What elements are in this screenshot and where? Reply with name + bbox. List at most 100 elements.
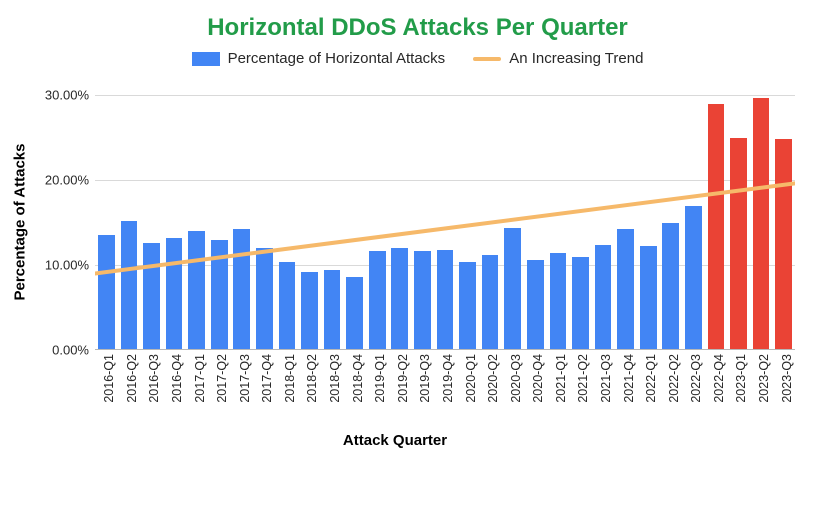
bar-slot: 2017-Q1 [185, 95, 208, 350]
bar [504, 228, 521, 350]
y-tick-label: 0.00% [52, 343, 95, 358]
bar-slot: 2016-Q1 [95, 95, 118, 350]
bar [482, 255, 499, 350]
bar [256, 248, 273, 350]
bar-slot: 2018-Q1 [276, 95, 299, 350]
x-tick-label: 2022-Q4 [706, 350, 726, 403]
bar-slot: 2018-Q3 [321, 95, 344, 350]
x-tick-label: 2021-Q1 [548, 350, 568, 403]
x-tick-label: 2020-Q3 [503, 350, 523, 403]
bar-slot: 2021-Q1 [547, 95, 570, 350]
bar [640, 246, 657, 350]
bar [369, 251, 386, 350]
x-tick-label: 2017-Q1 [187, 350, 207, 403]
x-tick-label: 2020-Q1 [458, 350, 478, 403]
bar-slot: 2023-Q3 [772, 95, 795, 350]
bar-slot: 2019-Q1 [366, 95, 389, 350]
y-axis-title: Percentage of Attacks [12, 143, 29, 300]
legend-label: Percentage of Horizontal Attacks [228, 50, 446, 67]
bar-slot: 2020-Q3 [501, 95, 524, 350]
plot-area: 0.00%10.00%20.00%30.00%2016-Q12016-Q2201… [95, 95, 795, 350]
bar-slot: 2016-Q2 [118, 95, 141, 350]
bar [595, 245, 612, 350]
bar-slot: 2019-Q2 [389, 95, 412, 350]
bar [572, 257, 589, 351]
bar [617, 229, 634, 350]
bar-slot: 2016-Q4 [163, 95, 186, 350]
x-tick-label: 2022-Q2 [661, 350, 681, 403]
x-tick-label: 2023-Q1 [728, 350, 748, 403]
bar-slot: 2017-Q4 [253, 95, 276, 350]
bar-slot: 2018-Q4 [343, 95, 366, 350]
bar-slot: 2022-Q4 [705, 95, 728, 350]
x-tick-label: 2018-Q3 [322, 350, 342, 403]
x-tick-label: 2016-Q2 [119, 350, 139, 403]
x-tick-label: 2023-Q2 [751, 350, 771, 403]
bar [685, 206, 702, 351]
bar-slot: 2022-Q1 [637, 95, 660, 350]
legend-label: An Increasing Trend [509, 50, 643, 67]
x-tick-label: 2020-Q2 [480, 350, 500, 403]
x-tick-label: 2018-Q1 [277, 350, 297, 403]
x-tick-label: 2021-Q2 [570, 350, 590, 403]
bars-group: 2016-Q12016-Q22016-Q32016-Q42017-Q12017-… [95, 95, 795, 350]
x-tick-label: 2019-Q2 [390, 350, 410, 403]
bar [301, 272, 318, 350]
bar [166, 238, 183, 350]
x-tick-label: 2016-Q3 [141, 350, 161, 403]
bar [414, 251, 431, 350]
bar [346, 277, 363, 350]
x-axis-title: Attack Quarter [343, 432, 447, 449]
x-tick-label: 2016-Q4 [164, 350, 184, 403]
bar-slot: 2022-Q2 [659, 95, 682, 350]
x-tick-label: 2018-Q2 [299, 350, 319, 403]
bar-slot: 2017-Q3 [230, 95, 253, 350]
bar-slot: 2018-Q2 [298, 95, 321, 350]
bar-slot: 2023-Q2 [750, 95, 773, 350]
bar [98, 235, 115, 350]
bar-slot: 2020-Q1 [456, 95, 479, 350]
bar [211, 240, 228, 351]
bar [437, 250, 454, 350]
bar [527, 260, 544, 350]
bar [324, 270, 341, 350]
y-tick-label: 10.00% [45, 258, 95, 273]
x-tick-label: 2021-Q4 [616, 350, 636, 403]
bar [730, 138, 747, 351]
bar [753, 98, 770, 350]
bar [188, 231, 205, 350]
x-tick-label: 2019-Q4 [435, 350, 455, 403]
x-tick-label: 2017-Q2 [209, 350, 229, 403]
bar [550, 253, 567, 350]
x-tick-label: 2019-Q3 [412, 350, 432, 403]
bar-slot: 2023-Q1 [727, 95, 750, 350]
x-tick-label: 2017-Q3 [232, 350, 252, 403]
x-tick-label: 2023-Q3 [774, 350, 794, 403]
chart-container: Horizontal DDoS Attacks Per Quarter Perc… [0, 0, 835, 508]
x-tick-label: 2020-Q4 [525, 350, 545, 403]
bar-slot: 2016-Q3 [140, 95, 163, 350]
legend-item: Percentage of Horizontal Attacks [192, 50, 446, 67]
bar [143, 243, 160, 350]
bar-slot: 2022-Q3 [682, 95, 705, 350]
x-tick-label: 2021-Q3 [593, 350, 613, 403]
y-tick-label: 30.00% [45, 88, 95, 103]
bar-slot: 2019-Q3 [411, 95, 434, 350]
legend-swatch-line [473, 57, 501, 61]
bar-slot: 2021-Q4 [614, 95, 637, 350]
chart-title: Horizontal DDoS Attacks Per Quarter [0, 0, 835, 42]
bar-slot: 2020-Q4 [524, 95, 547, 350]
bar-slot: 2021-Q3 [592, 95, 615, 350]
bar [391, 248, 408, 350]
baseline [95, 349, 795, 350]
bar [233, 229, 250, 350]
x-tick-label: 2018-Q4 [345, 350, 365, 403]
bar [662, 223, 679, 351]
x-tick-label: 2016-Q1 [96, 350, 116, 403]
x-tick-label: 2022-Q1 [638, 350, 658, 403]
bar-slot: 2017-Q2 [208, 95, 231, 350]
bar [279, 262, 296, 350]
legend-item: An Increasing Trend [473, 50, 643, 67]
bar-slot: 2019-Q4 [434, 95, 457, 350]
bar [708, 104, 725, 351]
